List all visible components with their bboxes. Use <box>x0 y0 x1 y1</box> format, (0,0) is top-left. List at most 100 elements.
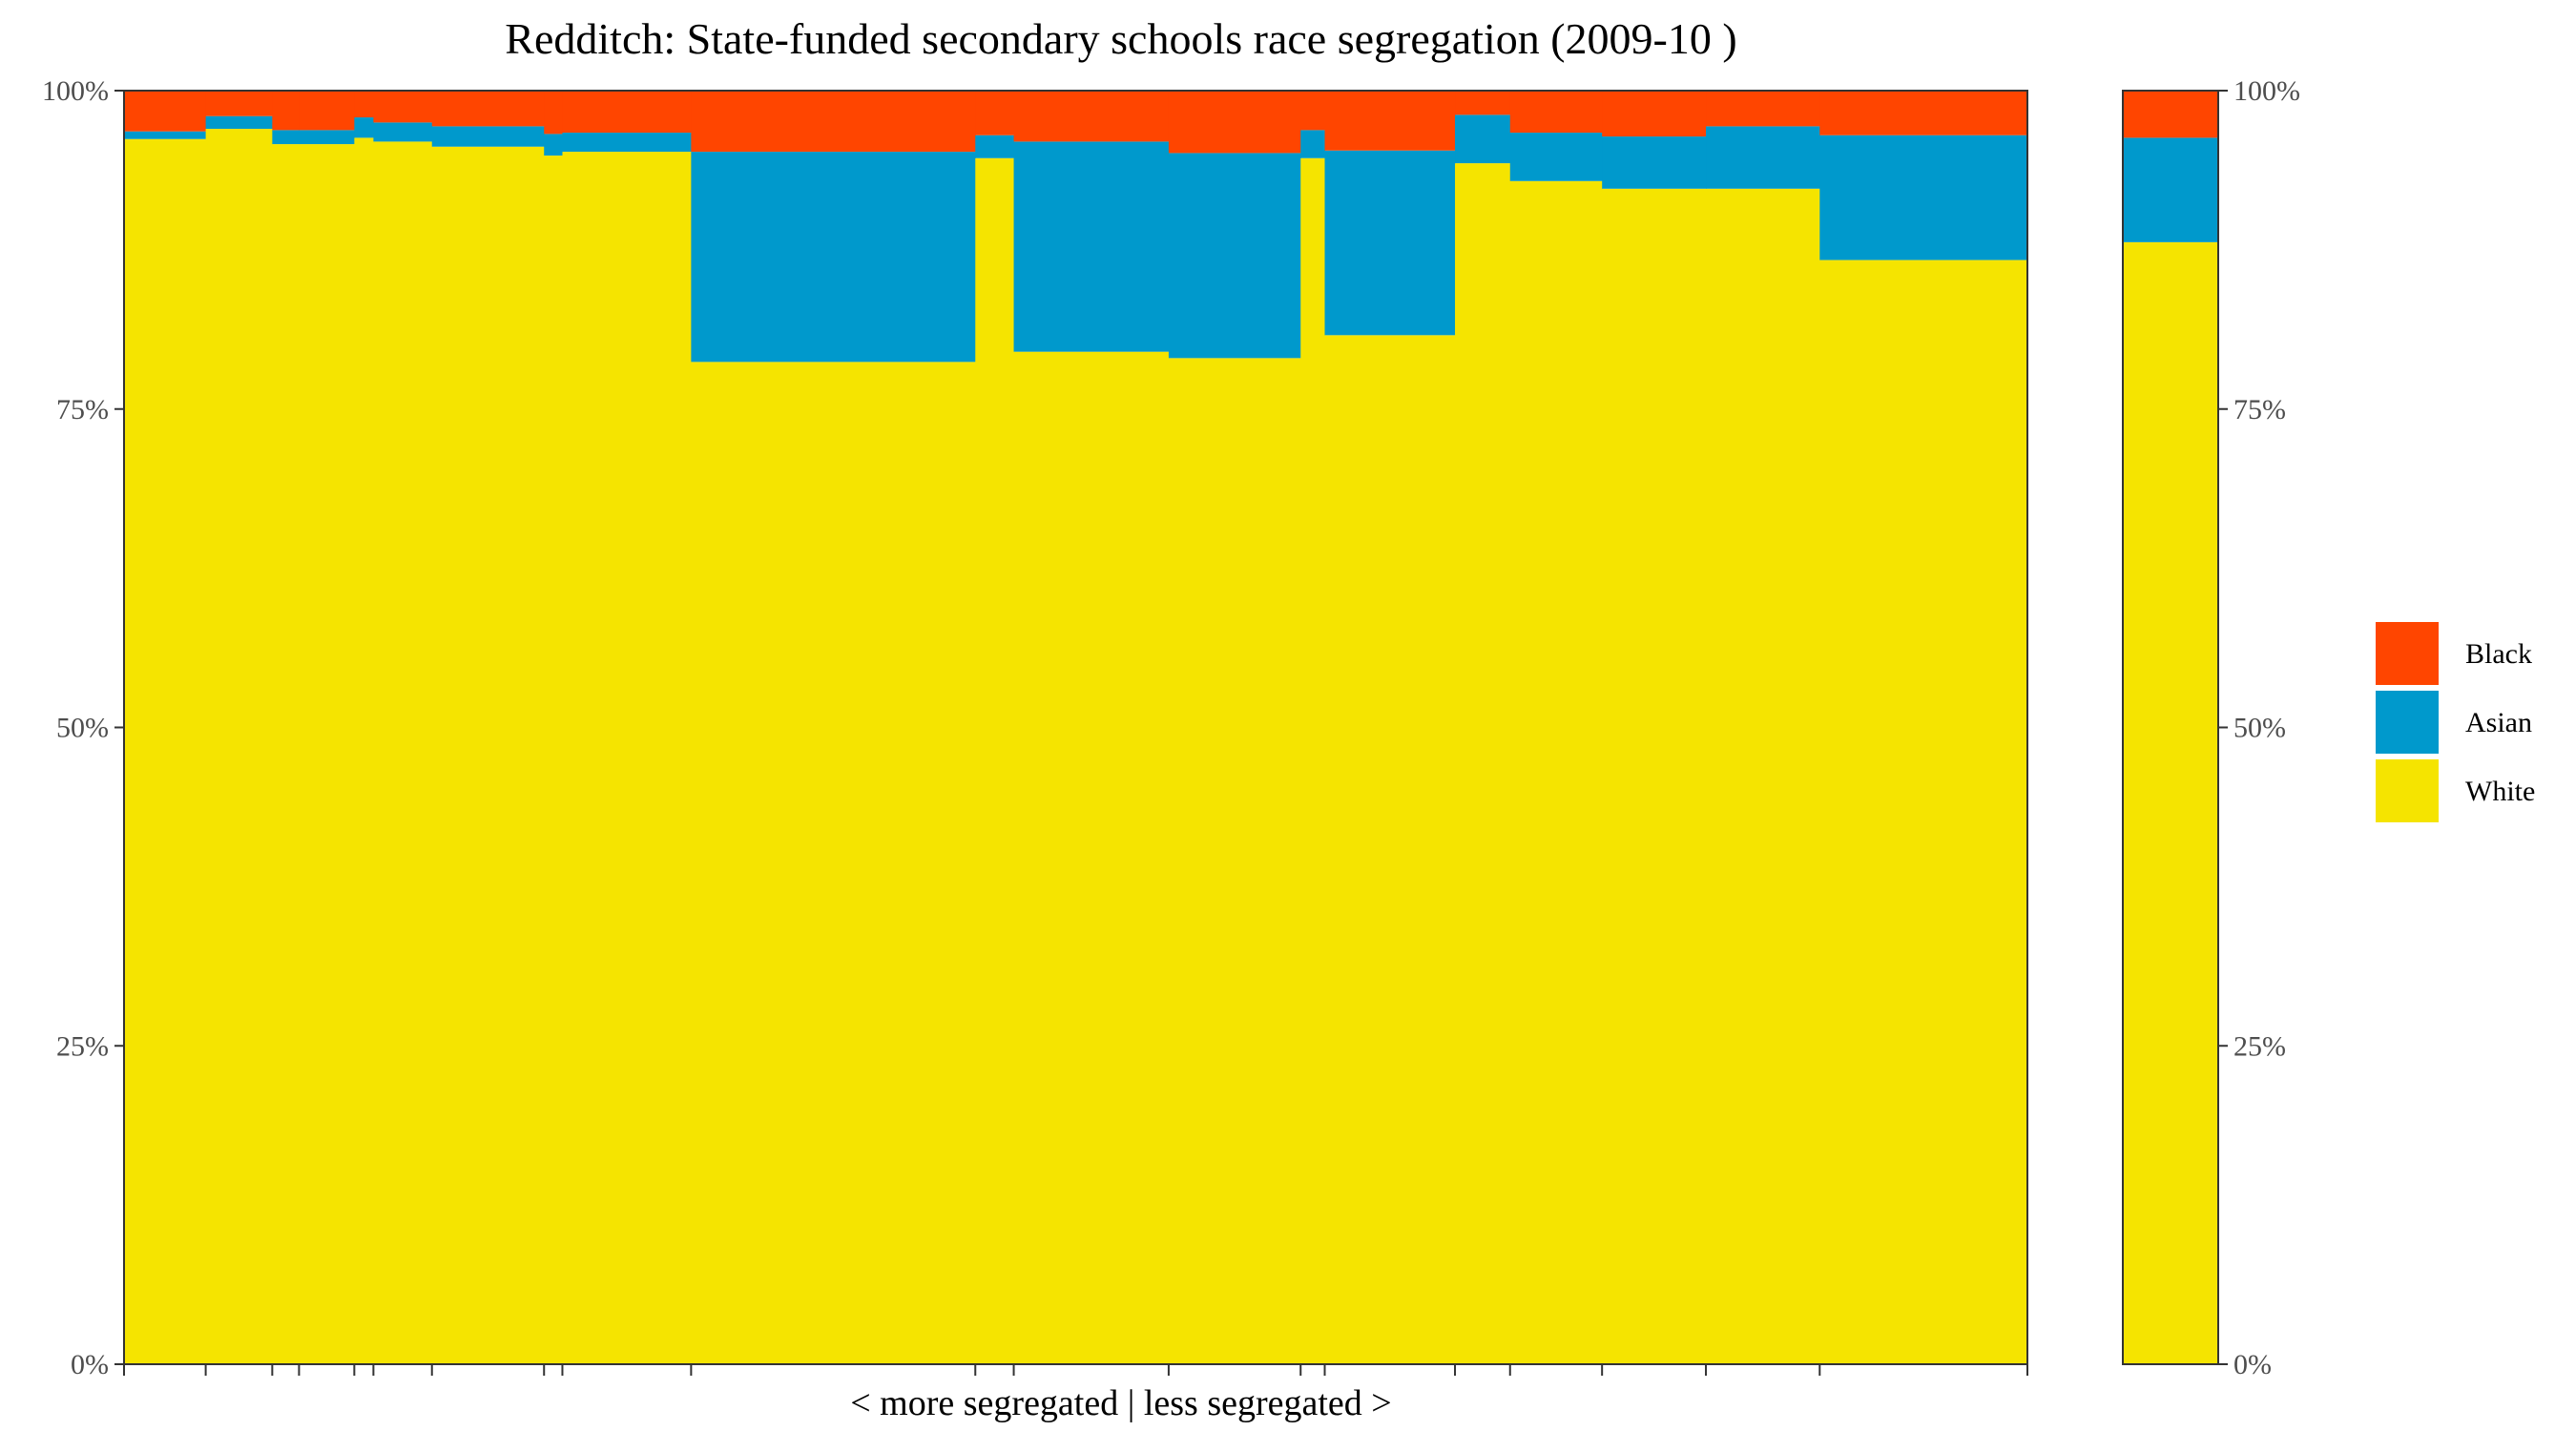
bar-segment-asian <box>1509 133 1603 181</box>
school-bar <box>272 91 301 1364</box>
bar-segment-black <box>431 91 545 127</box>
school-bar <box>1819 91 2028 1364</box>
bar-segment-black <box>124 91 207 132</box>
school-bar <box>431 91 545 1365</box>
bar-segment-asian <box>1168 153 1301 359</box>
bar-segment-white <box>1455 163 1511 1365</box>
school-bar <box>1706 91 1820 1364</box>
school-bar <box>1168 91 1301 1365</box>
bar-segment-white <box>1324 335 1456 1364</box>
bar-segment-asian <box>1602 136 1707 189</box>
x-axis-label: < more segregated | less segregated > <box>850 1383 1391 1423</box>
bar-segment-black <box>1324 91 1456 151</box>
bar-segment-asian <box>691 152 976 363</box>
legend-label: White <box>2465 776 2535 807</box>
overall-segment-asian <box>2123 137 2218 242</box>
bar-segment-white <box>124 138 207 1365</box>
school-bar <box>124 91 207 1365</box>
legend-swatch <box>2376 691 2439 754</box>
bar-segment-white <box>373 141 433 1364</box>
bar-segment-black <box>562 91 692 134</box>
school-bar <box>299 91 355 1364</box>
bar-segment-white <box>1706 188 1820 1364</box>
overall-panel <box>2123 91 2218 1364</box>
school-bar <box>1300 91 1326 1364</box>
bar-segment-black <box>975 91 1015 135</box>
school-bar <box>1455 91 1511 1365</box>
bar-segment-black <box>1819 91 2028 135</box>
bar-segment-asian <box>373 122 433 142</box>
y-tick-label-left: 25% <box>56 1030 109 1062</box>
bar-segment-white <box>1509 180 1603 1364</box>
y-tick-label-right: 100% <box>2233 75 2300 107</box>
y-tick-label-left: 75% <box>56 394 109 425</box>
overall-segment-white <box>2123 241 2218 1364</box>
legend-item-white: White <box>2376 759 2535 822</box>
bar-segment-black <box>1509 91 1603 134</box>
bar-segment-asian <box>124 131 207 139</box>
legend-swatch <box>2376 759 2439 822</box>
bar-segment-white <box>1300 157 1326 1364</box>
bar-segment-white <box>1013 351 1170 1364</box>
bar-segment-white <box>562 152 692 1365</box>
bar-segment-black <box>1455 91 1511 115</box>
bar-segment-asian <box>272 130 301 145</box>
y-tick-label-left: 50% <box>56 713 109 744</box>
y-tick-label-right: 50% <box>2233 713 2286 744</box>
bar-segment-black <box>1013 91 1170 142</box>
bar-segment-black <box>691 91 976 153</box>
bar-segment-black <box>544 91 564 135</box>
bar-segment-white <box>1819 259 2028 1364</box>
bar-segment-asian <box>544 134 564 156</box>
bar-segment-white <box>544 156 564 1365</box>
school-bar <box>691 91 976 1364</box>
bar-segment-asian <box>562 133 692 153</box>
bar-segment-black <box>1602 91 1707 137</box>
bar-segment-white <box>975 157 1015 1364</box>
bar-segment-black <box>272 91 301 131</box>
school-bar <box>544 91 564 1365</box>
bar-segment-asian <box>975 135 1015 158</box>
school-bar <box>373 91 433 1364</box>
legend-item-black: Black <box>2376 622 2532 685</box>
bar-segment-asian <box>1706 126 1820 189</box>
legend-label: Asian <box>2465 707 2532 738</box>
school-bar <box>1324 91 1456 1364</box>
school-bar <box>1013 91 1170 1364</box>
legend-swatch <box>2376 622 2439 685</box>
bar-segment-white <box>299 144 355 1364</box>
bar-segment-asian <box>205 115 273 130</box>
school-bar <box>1509 91 1603 1364</box>
bar-segment-black <box>373 91 433 123</box>
bar-segment-asian <box>1324 150 1456 336</box>
school-bar <box>354 91 375 1364</box>
axes: 0% 0% 25% 25% 50% 50% 75% 75% 100% 100% <box>42 75 2300 1380</box>
bar-segment-asian <box>431 126 545 147</box>
y-tick-label-left: 100% <box>42 75 109 107</box>
school-bar <box>205 91 273 1364</box>
school-bar <box>975 91 1015 1364</box>
bar-segment-white <box>1168 358 1301 1365</box>
bar-segment-black <box>299 91 355 131</box>
plot-area <box>124 91 2028 1365</box>
bar-segment-white <box>691 362 976 1364</box>
legend: Black Asian White <box>2376 622 2535 822</box>
overall-segment-black <box>2123 91 2218 138</box>
bar-segment-asian <box>1455 114 1511 164</box>
bar-segment-black <box>354 91 375 118</box>
bar-segment-white <box>205 129 273 1364</box>
bar-segment-asian <box>299 130 355 145</box>
y-tick-label-left: 0% <box>71 1349 109 1380</box>
bar-segment-white <box>1602 188 1707 1364</box>
y-tick-label-right: 25% <box>2233 1030 2286 1062</box>
bar-segment-asian <box>1013 141 1170 352</box>
bar-segment-asian <box>1819 135 2028 260</box>
bar-segment-black <box>1706 91 1820 127</box>
y-tick-label-right: 0% <box>2233 1349 2272 1380</box>
school-bar <box>562 91 692 1365</box>
bar-segment-white <box>354 137 375 1364</box>
bar-segment-black <box>1168 91 1301 154</box>
y-tick-label-right: 75% <box>2233 394 2286 425</box>
legend-label: Black <box>2465 638 2532 670</box>
